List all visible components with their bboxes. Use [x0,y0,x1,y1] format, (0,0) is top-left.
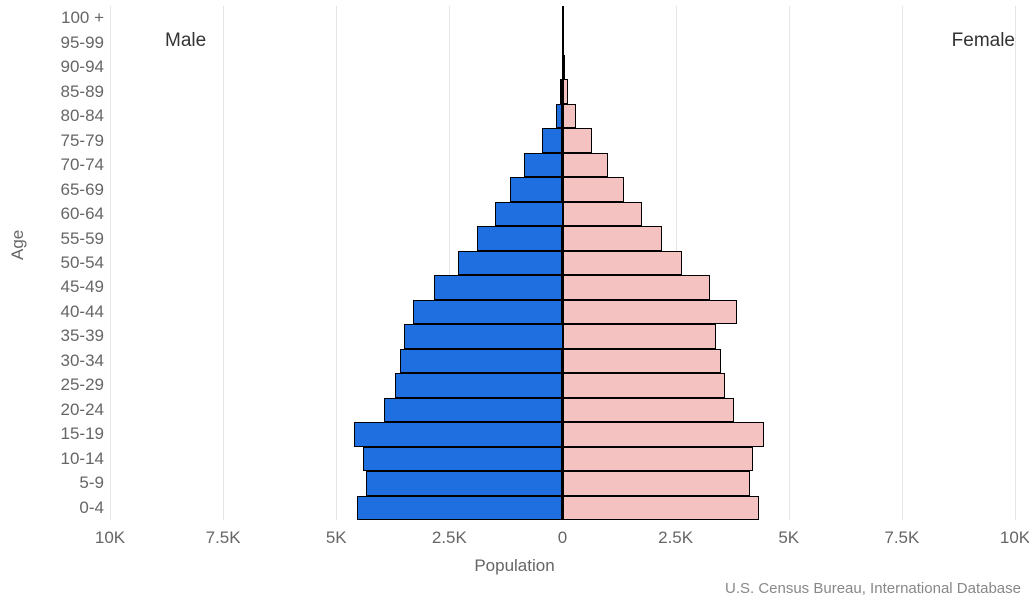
female-bar [563,128,592,152]
x-axis-tick-label: 7.5K [884,528,919,548]
male-bar [510,177,562,201]
female-series-label: Female [952,30,1015,52]
y-axis-label: 5-9 [79,473,104,493]
male-bar [495,202,563,226]
male-bar [477,226,563,250]
y-axis-label: 100 + [61,8,104,28]
y-axis-labels: 0-4 5-9 10-14 15-19 20-24 25-29 30-34 35-39 40-4… [42,6,104,520]
male-bar [395,373,562,397]
y-axis-label: 55-59 [61,229,104,249]
x-axis-title: Population [0,556,1029,576]
male-bar [413,300,562,324]
x-axis-tick-label: 2.5K [432,528,467,548]
male-bar [404,324,562,348]
female-bar [563,153,608,177]
female-bar [563,349,721,373]
male-series-label: Male [165,30,206,52]
y-axis-label: 15-19 [61,424,104,444]
y-axis-label: 60-64 [61,204,104,224]
plot-area [110,6,1015,520]
gridline [336,6,337,520]
female-bar [563,447,753,471]
x-axis-tick-label: 10K [95,528,125,548]
y-axis-label: 10-14 [61,449,104,469]
gridline [902,6,903,520]
male-bar [357,496,563,520]
x-axis-tick-label: 5K [326,528,347,548]
gridline [789,6,790,520]
female-bar [563,422,764,446]
female-bar [563,251,683,275]
female-bar [563,300,737,324]
x-axis-tick-label: 7.5K [206,528,241,548]
male-bar [524,153,562,177]
gridline [1015,6,1016,520]
y-axis-label: 80-84 [61,106,104,126]
y-axis-label: 30-34 [61,351,104,371]
female-bar [563,177,624,201]
gridline [110,6,111,520]
x-axis-tick-label: 0 [558,528,567,548]
y-axis-label: 20-24 [61,400,104,420]
y-axis-title: Age [8,230,28,260]
female-bar [563,398,735,422]
gridline [223,6,224,520]
male-bar [400,349,563,373]
x-axis-tick-label: 10K [1000,528,1029,548]
y-axis-label: 70-74 [61,155,104,175]
female-bar [563,275,710,299]
male-bar [458,251,562,275]
male-bar [384,398,563,422]
male-bar [354,422,562,446]
male-bar [542,128,562,152]
y-axis-label: 45-49 [61,277,104,297]
y-axis-label: 75-79 [61,131,104,151]
x-axis-tick-label: 5K [778,528,799,548]
y-axis-label: 40-44 [61,302,104,322]
female-bar [563,373,726,397]
y-axis-label: 0-4 [79,498,104,518]
y-axis-label: 90-94 [61,57,104,77]
y-axis-label: 95-99 [61,33,104,53]
y-axis-label: 35-39 [61,326,104,346]
male-bar [363,447,562,471]
population-pyramid-chart: Age 0-4 5-9 10-14 15-19 20-24 25-29 30-34 35-39… [0,0,1029,600]
male-bar [434,275,563,299]
y-axis-label: 65-69 [61,180,104,200]
x-axis-tick-label: 2.5K [658,528,693,548]
center-axis-line [562,6,564,520]
female-bar [563,324,717,348]
female-bar [563,226,663,250]
female-bar [563,202,642,226]
female-bar [563,496,760,520]
male-bar [366,471,563,495]
y-axis-label: 85-89 [61,82,104,102]
female-bar [563,471,751,495]
female-bar [563,104,577,128]
y-axis-label: 50-54 [61,253,104,273]
y-axis-label: 25-29 [61,375,104,395]
chart-credit: U.S. Census Bureau, International Databa… [725,580,1021,597]
